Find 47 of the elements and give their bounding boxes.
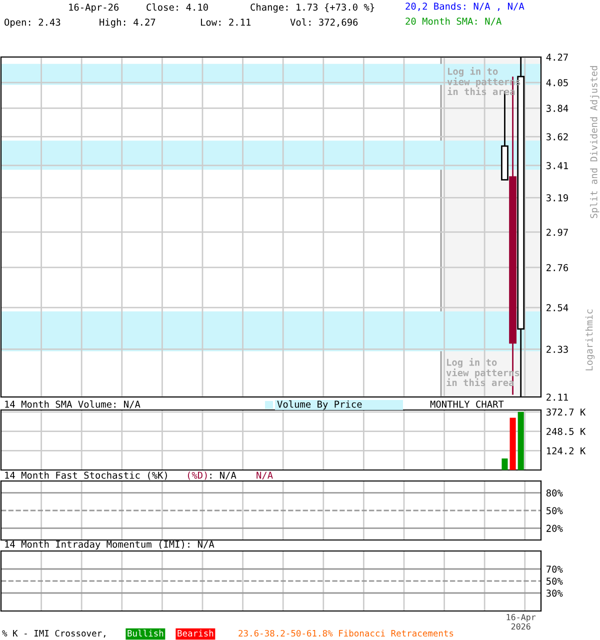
text: Change: 1.73 {+73.0 %} bbox=[250, 3, 374, 13]
y-tick-label: 80% bbox=[546, 489, 563, 497]
text: 16-Apr-26 bbox=[69, 4, 119, 13]
text: (%D) bbox=[188, 471, 207, 480]
text: Logarithmic bbox=[585, 310, 595, 370]
text: % K - IMI Crossover, bbox=[2, 630, 106, 638]
y-tick-label: 3.19 bbox=[546, 194, 568, 202]
bar bbox=[502, 458, 508, 470]
bar bbox=[510, 418, 516, 470]
text: 14 Month Intraday Momentum (IMI): N/A bbox=[5, 540, 214, 550]
y-tick-label: 50% bbox=[546, 578, 563, 585]
text: 20 Month SMA: N/A bbox=[406, 17, 502, 26]
y-tick-label: 2.33 bbox=[546, 346, 568, 353]
text: Close: 4.10 bbox=[146, 3, 208, 11]
y-tick-label: 2.54 bbox=[546, 304, 568, 312]
text: MONTHLY CHART bbox=[430, 400, 504, 408]
y-tick-label: 2.97 bbox=[546, 228, 568, 236]
text: 14 Month Fast Stochastic (%K) bbox=[5, 471, 167, 480]
y-tick-label: 372.7 K bbox=[546, 408, 586, 416]
y-tick-label: 70% bbox=[546, 566, 563, 573]
y-tick-label: 50% bbox=[546, 507, 563, 514]
text: N/A bbox=[256, 472, 273, 480]
text: Vol: 372,696 bbox=[290, 18, 358, 27]
bar bbox=[518, 412, 524, 470]
y-tick-label: 3.41 bbox=[546, 162, 568, 170]
text: 14 Month SMA Volume: N/A bbox=[5, 400, 140, 409]
y-tick-label: 124.2 K bbox=[546, 447, 586, 454]
text: Low: 2.11 bbox=[200, 18, 251, 26]
text: High: 4.27 bbox=[100, 18, 156, 28]
y-tick-label: 30% bbox=[546, 590, 563, 597]
x-tick-label: 16-Apr 2026 bbox=[506, 614, 536, 630]
text: Open: 2.43 bbox=[4, 18, 60, 28]
y-tick-label: 4.05 bbox=[546, 79, 568, 86]
y-tick-label: 2.11 bbox=[546, 394, 568, 401]
y-tick-label: 3.62 bbox=[546, 133, 568, 140]
y-tick-label: 2.76 bbox=[546, 264, 568, 272]
y-tick-label: 4.27 bbox=[546, 54, 568, 61]
y-tick-label: 3.84 bbox=[546, 104, 568, 112]
y-tick-label: 248.5 K bbox=[546, 428, 586, 436]
legend-label: Volume By Price bbox=[277, 400, 362, 410]
text: Bullish bbox=[128, 630, 164, 637]
text: 20,2 Bands: N/A , N/A bbox=[406, 2, 524, 11]
text: : N/A bbox=[210, 472, 236, 480]
text: Bearish bbox=[178, 630, 214, 637]
y-axis-title: Split and Dividend Adjusted bbox=[590, 66, 600, 218]
text: 23.6-38.2-50-61.8% Fibonacci Retracements bbox=[238, 630, 454, 637]
y-tick-label: 20% bbox=[546, 524, 563, 532]
